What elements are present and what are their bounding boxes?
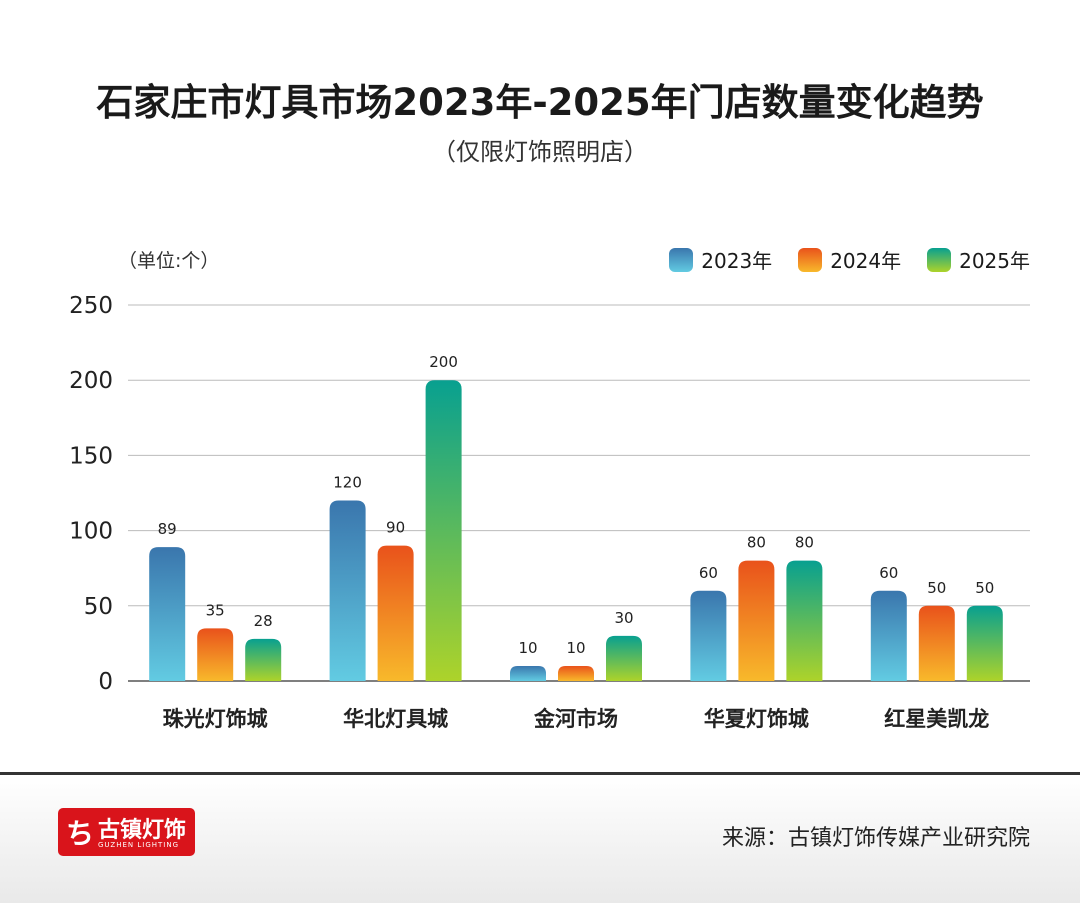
data-label: 120 — [333, 474, 362, 492]
bar — [966, 605, 1003, 681]
x-tick-label: 华夏灯饰城 — [704, 707, 809, 731]
logo-subtext: GUZHEN LIGHTING — [98, 841, 180, 849]
y-tick-label: 200 — [69, 368, 113, 394]
y-tick-label: 100 — [69, 519, 113, 545]
data-label: 200 — [429, 353, 458, 371]
data-label: 35 — [206, 601, 225, 619]
data-label: 60 — [879, 564, 898, 582]
data-label: 50 — [975, 579, 994, 597]
data-label: 30 — [614, 609, 633, 627]
data-label: 10 — [518, 639, 537, 657]
y-tick-label: 250 — [69, 293, 113, 319]
legend-swatch — [927, 247, 952, 272]
bar — [329, 500, 366, 681]
data-label: 80 — [747, 534, 766, 552]
data-label: 28 — [254, 612, 273, 630]
chart-title: 石家庄市灯具市场2023年-2025年门店数量变化趋势 — [96, 81, 984, 124]
legend-label: 2024年 — [830, 249, 902, 273]
guzhen-lighting-logo: ち 古镇灯饰 GUZHEN LIGHTING — [58, 808, 195, 856]
logo-text: 古镇灯饰 — [98, 817, 187, 843]
bar — [245, 638, 282, 681]
legend-item-2024: 2024年 — [798, 245, 901, 274]
x-tick-label: 珠光灯饰城 — [163, 707, 268, 731]
legend-item-2023: 2023年 — [669, 245, 772, 274]
bar — [786, 560, 823, 681]
y-tick-label: 50 — [84, 594, 113, 620]
chart-subtitle: （仅限灯饰照明店） — [432, 138, 648, 166]
bar — [918, 605, 955, 681]
bar — [197, 628, 234, 681]
bar — [510, 665, 546, 681]
x-tick-label: 金河市场 — [533, 707, 618, 731]
data-label: 90 — [386, 519, 405, 537]
bar — [738, 560, 775, 681]
x-tick-label: 华北灯具城 — [343, 707, 448, 731]
legend: 2023年 2024年 2025年 — [669, 245, 1030, 274]
data-label: 10 — [566, 639, 585, 657]
bar — [606, 635, 642, 681]
y-tick-label: 150 — [69, 443, 113, 469]
y-tick-label: 0 — [98, 669, 113, 695]
legend-swatch — [798, 247, 823, 272]
x-tick-label: 红星美凯龙 — [884, 707, 989, 731]
legend-label: 2023年 — [701, 249, 773, 273]
bar — [690, 590, 727, 681]
source-text: 来源：古镇灯饰传媒产业研究院 — [721, 826, 1030, 851]
bar — [558, 665, 594, 681]
data-label: 89 — [158, 520, 177, 538]
legend-swatch — [669, 247, 694, 272]
logo-mark-icon: ち — [66, 817, 95, 850]
bar — [377, 545, 414, 681]
bar — [870, 590, 907, 681]
legend-item-2025: 2025年 — [927, 245, 1030, 274]
data-label: 60 — [699, 564, 718, 582]
bar-chart: 0 50 100 150 200 250 珠光灯饰城 89 35 28 华北灯具城 120 90 200 金… — [69, 293, 1030, 731]
bar — [149, 547, 186, 681]
bar — [425, 380, 462, 681]
data-label: 50 — [927, 579, 946, 597]
footer: ち 古镇灯饰 GUZHEN LIGHTING 来源：古镇灯饰传媒产业研究院 — [0, 772, 1080, 903]
y-axis-unit-label: （单位:个） — [118, 250, 220, 272]
legend-label: 2025年 — [959, 249, 1030, 273]
data-label: 80 — [795, 534, 814, 552]
